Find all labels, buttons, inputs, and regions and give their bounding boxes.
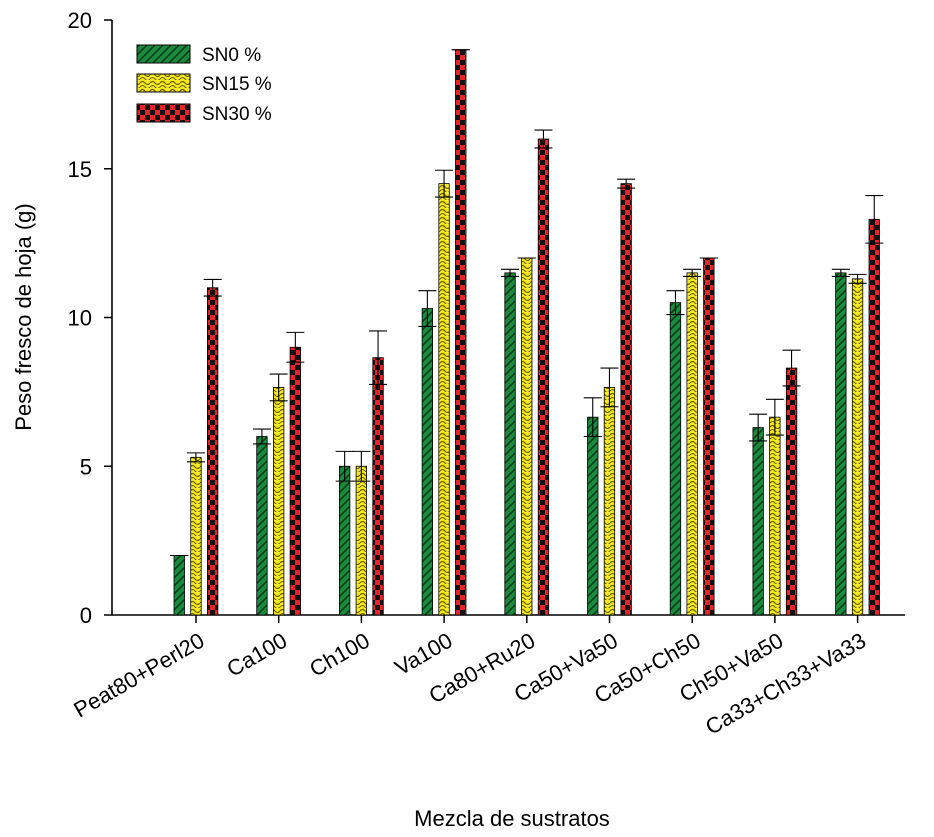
bar-sn30 — [372, 357, 384, 616]
bar-sn15 — [190, 456, 202, 616]
bar-sn0 — [835, 272, 847, 616]
error-bars — [170, 49, 884, 557]
x-tick-label: Ca100 — [223, 628, 292, 682]
bar-sn15 — [438, 183, 450, 616]
y-tick-label: 20 — [68, 8, 92, 33]
x-axis-title: Mezcla de sustratos — [414, 806, 610, 831]
bar-sn0 — [504, 272, 516, 616]
x-tick-label: Va100 — [390, 628, 456, 681]
bar-sn0 — [669, 302, 682, 616]
y-tick-label: 0 — [80, 603, 92, 628]
bar-sn15 — [769, 416, 781, 616]
bar-sn15 — [355, 465, 368, 616]
legend-label-sn30: SN30 % — [202, 104, 272, 125]
x-tick-label: Peat80+Perl20 — [69, 628, 208, 723]
legend-swatch-sn15 — [136, 73, 191, 93]
bar-sn30 — [785, 367, 798, 616]
bars — [173, 49, 880, 616]
bar-sn30 — [703, 257, 715, 616]
legend-swatch-sn30 — [136, 103, 191, 123]
bar-sn30 — [868, 218, 880, 616]
bar-sn0 — [752, 427, 764, 616]
y-tick-label: 5 — [80, 454, 92, 479]
legend-label-sn0: SN0 % — [202, 45, 261, 66]
y-tick-label: 10 — [68, 306, 92, 331]
y-tick-label: 15 — [68, 157, 92, 182]
bar-sn15 — [272, 387, 285, 616]
bar-sn30 — [206, 287, 219, 616]
x-ticks: Peat80+Perl20 Ca100 Ch100 Va100Ca80+Ru20Ca5… — [69, 615, 870, 740]
legend: SN0 % SN15 % SN30 % — [136, 44, 272, 125]
bar-sn0 — [256, 436, 268, 616]
bar-sn0 — [587, 416, 599, 616]
legend-label-sn15: SN15 % — [202, 74, 272, 95]
bar-sn0 — [421, 308, 434, 616]
bar-sn30 — [455, 49, 467, 616]
bar-sn30 — [289, 346, 302, 616]
bar-sn0 — [338, 465, 351, 616]
bar-sn15 — [851, 278, 864, 616]
bar-sn30 — [620, 183, 632, 616]
y-axis-title: Peso fresco de hoja (g) — [11, 203, 36, 430]
bar-sn15 — [521, 257, 533, 616]
bar-sn15 — [603, 387, 616, 616]
y-ticks: 0 5 10 15 20 — [68, 8, 112, 628]
x-tick-label: Ch100 — [305, 628, 374, 682]
bar-sn15 — [686, 272, 698, 616]
bar-sn0 — [173, 555, 185, 616]
legend-swatch-sn0 — [136, 44, 191, 64]
bar-sn30 — [537, 138, 550, 616]
